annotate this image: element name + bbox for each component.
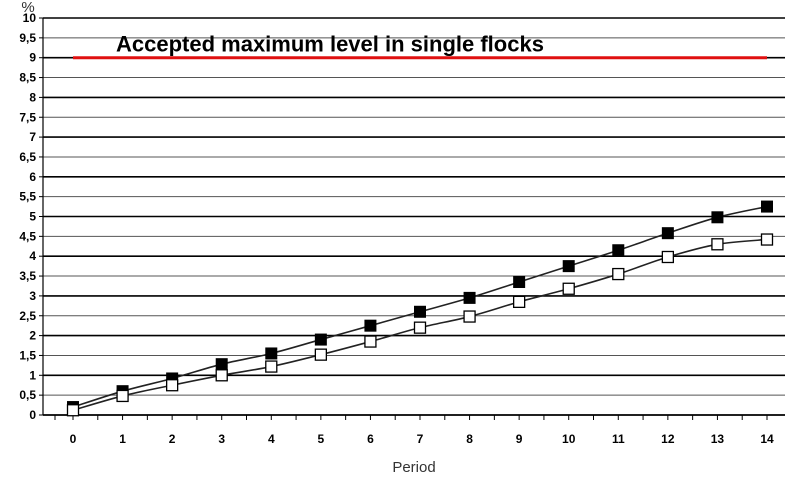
y-tick-label: 9: [29, 51, 36, 65]
x-tick-label: 11: [612, 432, 625, 446]
series-2-point: [364, 335, 377, 348]
reference-line-label: Accepted maximum level in single flocks: [116, 32, 544, 57]
series-2-point: [215, 369, 228, 382]
x-tick-label: 13: [711, 432, 725, 446]
series-1-point: [513, 276, 526, 289]
x-tick-label: 7: [417, 432, 424, 446]
y-tick-label: 9,5: [19, 31, 36, 45]
series-1-point: [711, 211, 724, 224]
series-1-point: [761, 200, 773, 213]
x-tick-label: 14: [760, 432, 774, 446]
y-axis-label: %: [21, 0, 34, 16]
y-tick-label: 3,5: [19, 269, 36, 283]
series-1-point: [562, 260, 575, 273]
series-2-point: [463, 310, 476, 323]
series-1-point: [463, 291, 476, 304]
series-2-point: [612, 267, 625, 281]
y-tick-label: 2,5: [19, 309, 36, 323]
y-tick-label: 10: [23, 11, 37, 25]
series-2-point: [314, 348, 328, 361]
y-tick-label: 1: [29, 368, 36, 382]
y-tick-label: 6: [29, 170, 36, 184]
x-tick-label: 4: [268, 432, 275, 446]
series-2-point: [66, 404, 80, 417]
y-tick-label: 0,5: [19, 388, 36, 402]
series-2-point: [760, 233, 774, 246]
grid-lines: [39, 17, 785, 420]
x-axis-label: Period: [392, 459, 435, 476]
series-1-point: [314, 333, 327, 346]
y-tick-label: 7,5: [19, 110, 36, 124]
x-tick-label: 5: [318, 432, 325, 446]
series-1-point: [215, 358, 228, 371]
series-2-point: [562, 282, 575, 295]
series-2-point: [711, 238, 724, 251]
x-tick-label: 8: [466, 432, 473, 446]
series-2-point: [661, 250, 675, 264]
series-2-point: [512, 295, 526, 309]
series-1-point: [364, 319, 377, 332]
x-tick-label: 9: [516, 432, 523, 446]
series-1-point: [661, 227, 674, 240]
y-tick-label: 4: [29, 249, 36, 263]
y-tick-label: 4,5: [19, 229, 36, 243]
y-axis-ticks: 0 0,5 1 1,5 2 2,5 3 3,5 4 4,5 5 5,5 6 6,5 7 7,5 8 8,5 9 9,5…: [19, 11, 36, 422]
y-tick-label: 5,5: [19, 190, 36, 204]
series-1-point: [265, 347, 278, 360]
y-tick-label: 5: [29, 210, 36, 224]
series-1-point: [612, 244, 625, 257]
series-1-point: [414, 305, 426, 318]
series-2-point: [116, 389, 129, 403]
y-tick-label: 2: [29, 329, 36, 343]
x-tick-label: 3: [218, 432, 225, 446]
x-tick-label: 12: [661, 432, 675, 446]
y-tick-label: 8,5: [19, 71, 36, 85]
x-axis-ticks: 0 1 2 3 4 5 6 7 8 9 10 11 12 13 14: [70, 432, 774, 446]
y-tick-label: 3: [29, 289, 36, 303]
series-2-point: [265, 360, 278, 373]
y-tick-label: 7: [29, 130, 36, 144]
series-2-point: [165, 379, 179, 392]
y-tick-label: 8: [29, 90, 36, 104]
x-tick-label: 2: [169, 432, 176, 446]
y-tick-label: 6,5: [19, 150, 36, 164]
y-tick-label: 1,5: [19, 348, 36, 362]
series-group: [66, 200, 774, 417]
x-tick-label: 10: [562, 432, 576, 446]
x-tick-label: 6: [367, 432, 374, 446]
y-tick-label: 0: [29, 408, 36, 422]
x-tick-label: 1: [119, 432, 126, 446]
x-tick-label: 0: [70, 432, 77, 446]
series-2-point: [413, 321, 427, 334]
